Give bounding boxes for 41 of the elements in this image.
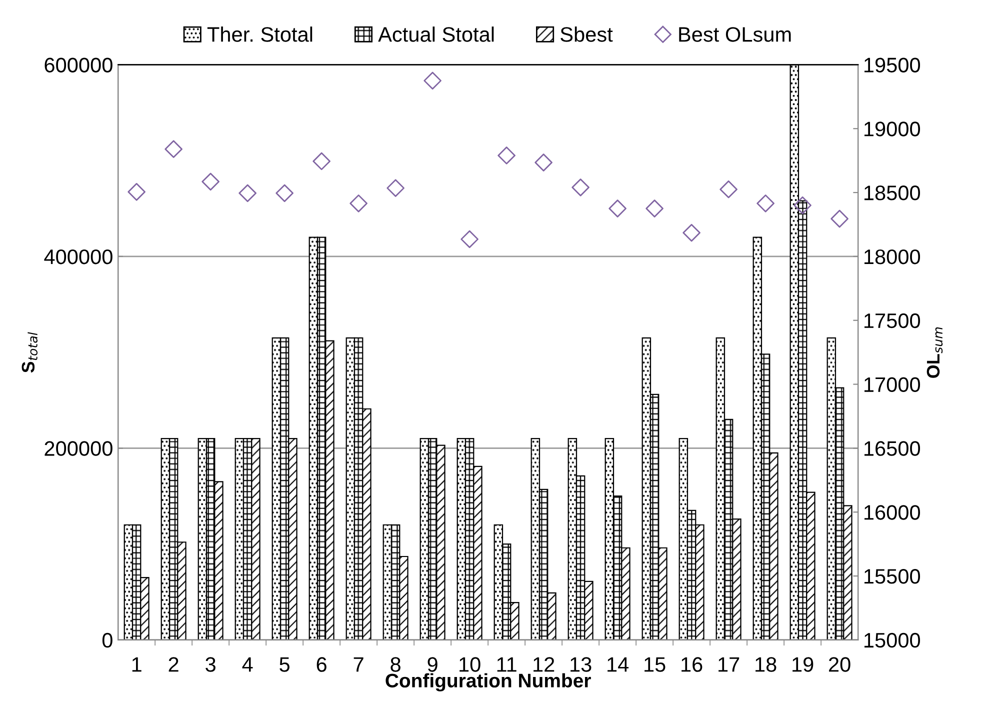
x-tick-label: 8	[390, 657, 400, 672]
x-tick-label: 6	[316, 657, 326, 672]
x-tick-label: 7	[354, 657, 364, 672]
y2-axis-title: OL$_{sum}$	[926, 327, 943, 378]
x-tick-label: 14	[608, 657, 629, 672]
x-tick-label: 18	[756, 657, 776, 672]
y2-tick-label: 16000	[864, 505, 920, 520]
legend-label: Best OLsum	[679, 27, 791, 42]
x-axis-title: Configuration Number	[386, 673, 591, 692]
y-axis-title: S$_{total}$	[22, 332, 38, 373]
y2-tick-label: 15500	[864, 569, 920, 584]
y-tick-label: 200000	[44, 441, 112, 456]
y-tick-label: 0	[102, 632, 112, 648]
legend-label: Ther. Stotal	[207, 26, 312, 42]
x-tick-label: 5	[280, 657, 290, 672]
x-tick-label: 10	[460, 657, 480, 672]
legend-label: Actual Stotal	[378, 26, 494, 42]
x-tick-label: 13	[570, 657, 592, 672]
y2-tick-label: 16500	[864, 441, 920, 456]
y2-tick-label: 19500	[864, 58, 920, 72]
x-tick-label: 16	[682, 657, 702, 672]
legend-label: Sbest	[560, 26, 613, 42]
x-tick-label: 17	[718, 657, 740, 672]
y2-tick-label: 19000	[864, 122, 920, 136]
y-tick-label: 600000	[44, 58, 112, 72]
y-tick-label: 400000	[44, 249, 112, 264]
x-tick-label: 20	[829, 657, 850, 672]
x-tick-label: 1	[132, 657, 142, 672]
x-tick-label: 2	[168, 657, 178, 672]
x-tick-label: 4	[242, 657, 253, 672]
x-tick-label: 12	[534, 657, 554, 672]
x-tick-label: 3	[206, 657, 216, 672]
y2-tick-label: 18500	[864, 186, 920, 200]
y2-tick-label: 17000	[864, 377, 920, 392]
x-tick-label: 9	[428, 657, 438, 672]
y2-tick-label: 18000	[864, 249, 920, 264]
x-tick-label: 19	[792, 657, 814, 672]
y2-tick-label: 15000	[864, 632, 920, 648]
y2-tick-label: 17500	[864, 313, 920, 328]
x-tick-label: 15	[644, 657, 666, 672]
x-tick-label: 11	[497, 657, 516, 672]
